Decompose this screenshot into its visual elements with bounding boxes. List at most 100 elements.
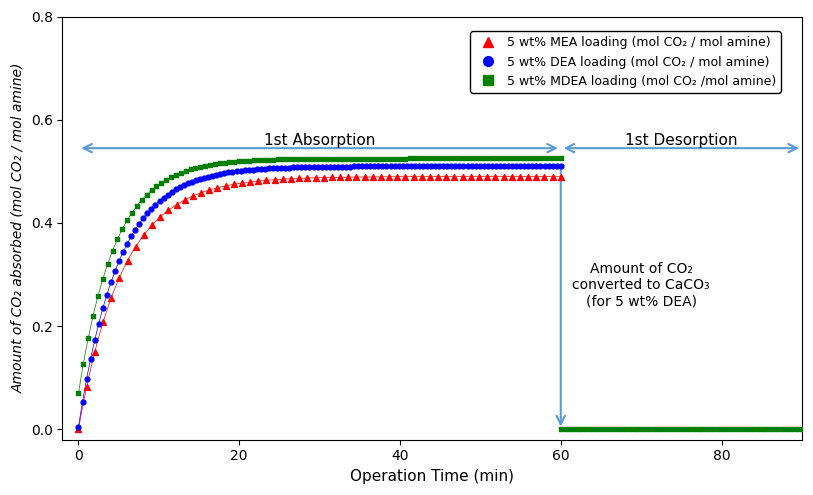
Point [741, 425, 754, 433]
Point [359, 154, 372, 162]
Point [384, 162, 397, 170]
Point [104, 279, 117, 287]
Point [317, 174, 330, 182]
Point [80, 383, 93, 391]
Point [546, 173, 559, 181]
Point [262, 156, 275, 164]
Point [554, 173, 567, 181]
Point [228, 158, 241, 166]
Point [234, 167, 247, 175]
Point [448, 173, 461, 181]
Point [554, 154, 567, 162]
Point [423, 154, 436, 162]
Point [493, 162, 506, 170]
Point [112, 257, 125, 265]
Point [198, 162, 211, 170]
Point [72, 425, 85, 433]
Point [299, 163, 312, 171]
Point [311, 163, 324, 171]
Point [367, 162, 380, 170]
Point [481, 162, 494, 170]
Point [350, 173, 363, 181]
Point [177, 181, 190, 189]
Point [706, 425, 720, 433]
Point [146, 221, 159, 229]
Point [461, 162, 474, 170]
Point [125, 209, 138, 217]
Point [722, 425, 735, 433]
Point [384, 154, 397, 162]
Point [169, 186, 182, 194]
Legend: 5 wt% MEA loading (mol CO₂ / mol amine), 5 wt% DEA loading (mol CO₂ / mol amine): 5 wt% MEA loading (mol CO₂ / mol amine),… [471, 31, 780, 93]
Point [100, 291, 113, 299]
Point [511, 154, 524, 162]
Point [613, 425, 626, 433]
Point [408, 162, 421, 170]
Point [502, 162, 515, 170]
Point [472, 173, 485, 181]
Point [393, 154, 406, 162]
Point [358, 173, 371, 181]
Point [333, 173, 346, 181]
Point [315, 163, 328, 171]
Point [420, 162, 433, 170]
Point [776, 425, 789, 433]
Point [574, 425, 587, 433]
Point [465, 162, 478, 170]
Point [618, 425, 631, 433]
Point [464, 173, 477, 181]
Point [275, 164, 288, 172]
Point [145, 186, 158, 194]
Point [457, 162, 470, 170]
X-axis label: Operation Time (min): Operation Time (min) [350, 469, 514, 484]
Point [309, 174, 322, 182]
Point [189, 176, 202, 184]
Point [663, 425, 676, 433]
Point [525, 154, 538, 162]
Point [347, 162, 360, 170]
Point [267, 155, 280, 163]
Point [415, 173, 428, 181]
Point [161, 191, 174, 198]
Point [522, 162, 535, 170]
Point [306, 155, 319, 163]
Point [538, 162, 551, 170]
Point [154, 179, 167, 187]
Point [389, 154, 402, 162]
Point [486, 154, 499, 162]
Point [363, 162, 376, 170]
Point [178, 196, 191, 204]
Point [658, 425, 671, 433]
Point [193, 163, 207, 171]
Point [445, 162, 458, 170]
Point [407, 173, 420, 181]
Point [472, 154, 485, 162]
Point [554, 162, 567, 170]
Point [315, 155, 328, 163]
Point [179, 167, 192, 175]
Point [345, 154, 358, 162]
Point [92, 320, 105, 328]
Point [233, 157, 246, 165]
Point [457, 154, 470, 162]
Point [403, 154, 416, 162]
Point [206, 172, 219, 180]
Point [366, 173, 379, 181]
Point [506, 154, 519, 162]
Point [325, 173, 338, 181]
Point [498, 162, 511, 170]
Point [513, 173, 526, 181]
Point [396, 162, 409, 170]
Point [489, 173, 502, 181]
Point [648, 425, 661, 433]
Point [97, 318, 110, 326]
Point [351, 162, 364, 170]
Point [746, 425, 759, 433]
Point [564, 425, 577, 433]
Point [462, 154, 475, 162]
Point [267, 164, 280, 172]
Point [433, 162, 446, 170]
Point [340, 154, 353, 162]
Point [214, 170, 227, 178]
Point [453, 162, 466, 170]
